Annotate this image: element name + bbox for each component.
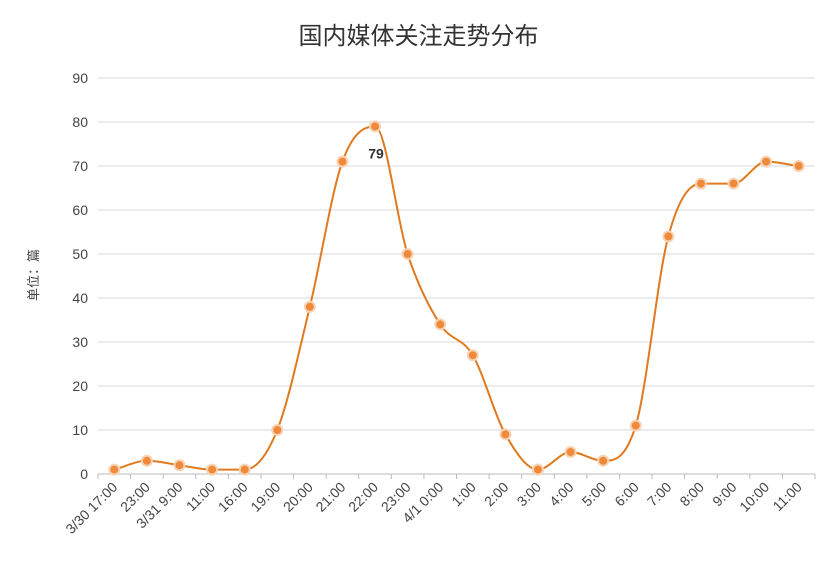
x-tick-label: 3:00 <box>514 479 545 510</box>
data-point-20-00[interactable] <box>303 300 316 313</box>
data-point-8-00[interactable] <box>694 177 707 190</box>
data-point-11-00[interactable] <box>792 160 805 172</box>
y-tick-label: 0 <box>80 466 88 482</box>
x-tick-label: 10:00 <box>736 479 772 515</box>
x-tick-label: 16:00 <box>215 479 251 515</box>
x-tick-label: 2:00 <box>481 479 512 510</box>
data-labels: 79 <box>368 145 384 161</box>
y-tick-label: 40 <box>72 290 88 306</box>
data-point-16-00[interactable] <box>238 463 251 476</box>
data-point-21-00[interactable] <box>336 155 349 168</box>
x-tick-label: 11:00 <box>183 479 219 515</box>
data-point-6-00[interactable] <box>629 419 642 432</box>
data-point-1-00[interactable] <box>466 349 479 362</box>
x-tick-label: 9:00 <box>709 479 740 510</box>
data-point-2-00[interactable] <box>499 428 512 441</box>
data-markers <box>108 120 805 476</box>
y-tick-label: 60 <box>72 202 88 218</box>
x-tick-label: 6:00 <box>611 479 642 510</box>
data-point-4-00[interactable] <box>564 446 577 458</box>
x-tick-label: 11:00 <box>769 479 805 515</box>
data-point-23-00[interactable] <box>401 248 414 260</box>
data-point-9-00[interactable] <box>727 177 740 190</box>
x-tick-label: 3/30 17:00 <box>62 479 120 537</box>
grid-lines <box>97 77 816 479</box>
y-tick-label: 70 <box>72 158 88 174</box>
y-tick-labels: 0 10 20 30 40 50 60 70 80 90 <box>72 70 88 482</box>
data-point-3-30-17-00[interactable] <box>108 463 121 476</box>
x-tick-label: 7:00 <box>644 479 675 510</box>
y-tick-label: 10 <box>72 422 88 438</box>
data-point-11-00[interactable] <box>206 463 219 476</box>
data-point-3-31-9-00[interactable] <box>173 459 186 472</box>
x-tick-label: 20:00 <box>280 479 316 515</box>
x-tick-label: 4:00 <box>546 479 577 510</box>
data-point-4-1-0-00[interactable] <box>434 318 447 331</box>
data-point-22-00[interactable] <box>369 120 382 133</box>
y-tick-label: 50 <box>72 246 88 262</box>
y-tick-label: 20 <box>72 378 88 394</box>
data-point-23-00[interactable] <box>140 454 153 467</box>
x-tick-label: 22:00 <box>345 479 381 515</box>
y-tick-label: 30 <box>72 334 88 350</box>
y-tick-label: 80 <box>72 114 88 130</box>
data-point-3-00[interactable] <box>531 463 544 476</box>
data-point-7-00[interactable] <box>662 230 675 243</box>
x-tick-label: 8:00 <box>676 479 707 510</box>
chart-title: 国内媒体关注走势分布 <box>298 22 539 50</box>
y-tick-label: 90 <box>72 70 88 86</box>
data-label: 79 <box>368 145 384 161</box>
data-point-19-00[interactable] <box>271 424 284 436</box>
x-tick-label: 19:00 <box>247 479 283 515</box>
x-tick-label: 5:00 <box>579 479 610 510</box>
x-tick-label: 21:00 <box>312 479 348 515</box>
y-axis-label: 单位：篇 <box>27 249 42 301</box>
data-point-5-00[interactable] <box>597 454 610 467</box>
x-tick-label: 1:00 <box>448 479 479 510</box>
data-point-10-00[interactable] <box>760 155 773 168</box>
